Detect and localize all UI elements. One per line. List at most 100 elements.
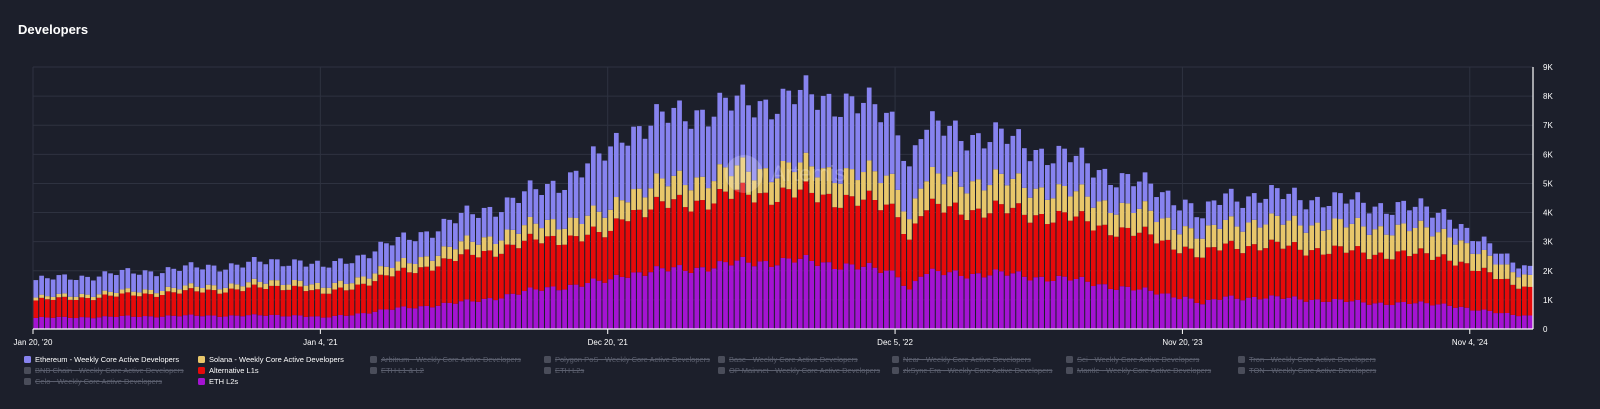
bar-segment xyxy=(1200,218,1205,239)
bar-segment xyxy=(866,190,872,263)
bar-segment xyxy=(113,317,119,329)
bar-segment xyxy=(56,297,62,317)
bar-segment xyxy=(1062,186,1067,213)
bar-segment xyxy=(1131,290,1136,329)
bar-segment xyxy=(999,128,1004,174)
bar-segment xyxy=(1309,225,1315,251)
legend-item[interactable]: Base - Weekly Core Active Developers xyxy=(718,355,858,364)
bar-segment xyxy=(820,262,826,329)
bar-segment xyxy=(464,235,470,250)
bar-segment xyxy=(826,262,832,329)
bar-segment xyxy=(1016,271,1021,329)
legend-item[interactable]: Near - Weekly Core Active Developers xyxy=(892,355,1031,364)
bar-segment xyxy=(999,173,1004,205)
bar-segment xyxy=(1366,213,1372,235)
legend-item[interactable]: ETH L1 & L2 xyxy=(370,366,424,375)
bar-segment xyxy=(286,284,292,290)
bar-segment xyxy=(1188,203,1194,229)
bar-segment xyxy=(1516,316,1521,329)
legend-item[interactable]: Sei - Weekly Core Active Developers xyxy=(1066,355,1199,364)
bar-segment xyxy=(1447,305,1453,329)
bar-segment xyxy=(50,279,56,297)
bar-segment xyxy=(918,139,924,189)
bar-segment xyxy=(332,289,338,316)
legend-item[interactable]: ETH L2s xyxy=(198,377,238,386)
legend-label: zkSync Era - Weekly Core Active Develope… xyxy=(903,366,1053,375)
bar-segment xyxy=(866,262,872,329)
bar-segment xyxy=(1194,217,1200,239)
bar-segment xyxy=(292,259,297,281)
bar-segment xyxy=(1251,296,1257,329)
bar-segment xyxy=(1332,245,1338,299)
bar-segment xyxy=(780,187,786,258)
legend-item[interactable]: ETH L2s xyxy=(544,366,584,375)
bar-segment xyxy=(872,267,878,329)
legend-item[interactable]: Ethereum - Weekly Core Active Developers xyxy=(24,355,179,364)
bar-segment xyxy=(1418,220,1424,249)
bar-segment xyxy=(96,297,102,318)
bar-segment xyxy=(142,270,148,290)
bar-segment xyxy=(1338,246,1343,300)
bar-segment xyxy=(412,308,418,329)
legend-item[interactable]: Alternative L1s xyxy=(198,366,259,375)
bar-segment xyxy=(1223,219,1228,244)
bar-segment xyxy=(361,313,366,329)
bar-segment xyxy=(510,197,516,230)
legend-item[interactable]: BNB Chain - Weekly Core Active Developer… xyxy=(24,366,184,375)
bar-segment xyxy=(567,217,573,236)
bar-segment xyxy=(636,188,642,210)
bar-segment xyxy=(849,96,855,170)
bar-segment xyxy=(981,277,987,329)
bar-segment xyxy=(1499,313,1504,329)
bar-segment xyxy=(1372,303,1378,329)
legend-item[interactable]: Polygon PoS - Weekly Core Active Develop… xyxy=(544,355,710,364)
bar-segment xyxy=(1286,245,1292,298)
bar-segment xyxy=(740,256,746,329)
bar-segment xyxy=(85,298,90,318)
bar-segment xyxy=(682,185,688,208)
bar-segment xyxy=(131,273,136,292)
legend-item[interactable]: Tron - Weekly Core Active Developers xyxy=(1238,355,1376,364)
bar-segment xyxy=(67,317,73,329)
bar-segment xyxy=(1159,240,1165,294)
bar-segment xyxy=(1315,196,1320,223)
bar-segment xyxy=(1113,214,1119,237)
legend-item[interactable]: zkSync Era - Weekly Core Active Develope… xyxy=(892,366,1053,375)
bar-segment xyxy=(384,309,389,329)
bar-segment xyxy=(274,280,280,286)
bar-segment xyxy=(251,314,257,329)
bar-segment xyxy=(131,291,136,296)
legend-swatch xyxy=(370,356,377,363)
legend-label: Mantle - Weekly Core Active Developers xyxy=(1077,366,1212,375)
bar-segment xyxy=(832,269,838,329)
bar-segment xyxy=(1309,200,1315,226)
legend-item[interactable]: TON - Weekly Core Active Developers xyxy=(1238,366,1376,375)
bar-segment xyxy=(953,171,958,203)
legend-item[interactable]: OP Mainnet - Weekly Core Active Develope… xyxy=(718,366,880,375)
bar-segment xyxy=(596,211,602,232)
bar-segment xyxy=(987,142,993,186)
bar-segment xyxy=(378,309,384,329)
bar-segment xyxy=(1016,173,1021,204)
bar-segment xyxy=(1171,249,1177,298)
legend-item[interactable]: Arbitrum - Weekly Core Active Developers xyxy=(370,355,521,364)
bar-segment xyxy=(981,148,987,191)
bar-segment xyxy=(1493,264,1498,280)
legend-item[interactable]: Mantle - Weekly Core Active Developers xyxy=(1066,366,1211,375)
bar-segment xyxy=(1067,220,1073,281)
bar-segment xyxy=(33,300,39,318)
bar-segment xyxy=(246,287,251,316)
bar-segment xyxy=(453,223,458,250)
bar-segment xyxy=(935,203,941,272)
bar-segment xyxy=(315,282,320,290)
bar-segment xyxy=(395,307,401,329)
bar-segment xyxy=(372,311,378,329)
bar-segment xyxy=(1188,248,1194,299)
bar-segment xyxy=(746,262,751,329)
bar-segment xyxy=(866,160,872,191)
legend-item[interactable]: Celo - Weekly Core Active Developers xyxy=(24,377,162,386)
bar-segment xyxy=(1349,199,1355,224)
legend-item[interactable]: Solana - Weekly Core Active Developers xyxy=(198,355,344,364)
bar-segment xyxy=(504,197,510,230)
bar-segment xyxy=(608,209,613,231)
